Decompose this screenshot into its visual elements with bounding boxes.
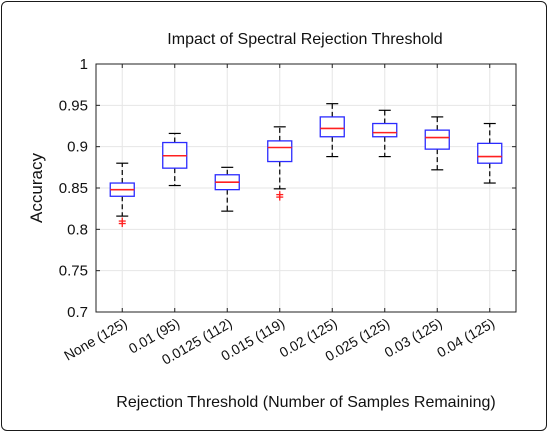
grid [96, 63, 516, 313]
x-tick-label: 0.04 (125) [434, 315, 497, 361]
box-iqr [424, 129, 450, 150]
chart-title: Impact of Spectral Rejection Threshold [167, 31, 442, 48]
y-tick-label: 0.95 [59, 97, 88, 114]
box-group [424, 116, 450, 171]
box-iqr [477, 142, 503, 164]
boxes [109, 103, 503, 228]
y-tick-label: 0.8 [67, 221, 88, 238]
x-axis-label: Rejection Threshold (Number of Samples R… [116, 394, 495, 411]
x-tick-label: 0.03 (125) [381, 315, 444, 361]
y-tick-label: 0.7 [67, 304, 88, 321]
box-iqr [267, 140, 293, 163]
box-iqr [372, 122, 398, 138]
box-group [319, 103, 345, 158]
box-group [109, 162, 135, 228]
box-group [162, 132, 188, 187]
box-iqr [319, 116, 345, 138]
box-group [267, 126, 293, 201]
y-axis-label: Accuracy [27, 153, 46, 223]
y-tick-label: 0.85 [59, 180, 88, 197]
x-tick-label: None (125) [61, 315, 130, 364]
y-axis-ticks: 0.7 0.75 0.8 0.85 0.9 0.95 1 [59, 56, 516, 321]
box-group [372, 109, 398, 158]
y-tick-label: 1 [80, 56, 88, 73]
box-group [214, 166, 240, 212]
box-group [477, 122, 503, 184]
y-tick-label: 0.75 [59, 263, 88, 280]
y-tick-label: 0.9 [67, 139, 88, 156]
